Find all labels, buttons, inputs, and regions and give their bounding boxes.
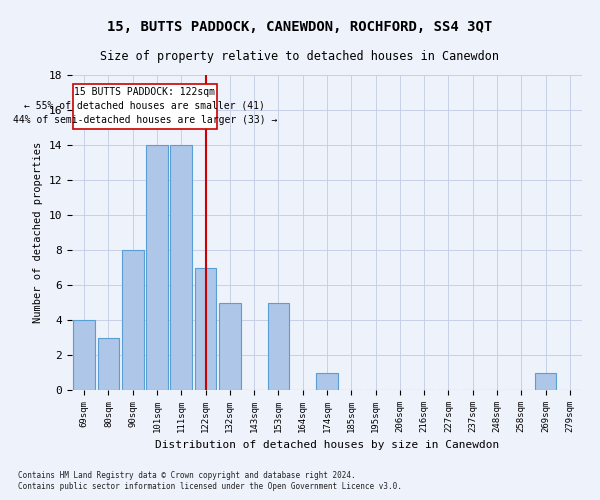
- Text: 15, BUTTS PADDOCK, CANEWDON, ROCHFORD, SS4 3QT: 15, BUTTS PADDOCK, CANEWDON, ROCHFORD, S…: [107, 20, 493, 34]
- Text: Size of property relative to detached houses in Canewdon: Size of property relative to detached ho…: [101, 50, 499, 63]
- Bar: [268, 302, 289, 390]
- Bar: [316, 372, 338, 390]
- Bar: [219, 302, 241, 390]
- Text: 15 BUTTS PADDOCK: 122sqm: 15 BUTTS PADDOCK: 122sqm: [74, 86, 215, 97]
- Bar: [194, 268, 217, 390]
- X-axis label: Distribution of detached houses by size in Canewdon: Distribution of detached houses by size …: [155, 440, 499, 450]
- Bar: [73, 320, 95, 390]
- Bar: [170, 145, 192, 390]
- Bar: [122, 250, 143, 390]
- Text: 44% of semi-detached houses are larger (33) →: 44% of semi-detached houses are larger (…: [13, 114, 277, 124]
- Text: Contains public sector information licensed under the Open Government Licence v3: Contains public sector information licen…: [18, 482, 402, 491]
- Bar: [73, 84, 217, 129]
- Text: Contains HM Land Registry data © Crown copyright and database right 2024.: Contains HM Land Registry data © Crown c…: [18, 470, 356, 480]
- Text: ← 55% of detached houses are smaller (41): ← 55% of detached houses are smaller (41…: [25, 100, 265, 110]
- Bar: [97, 338, 119, 390]
- Y-axis label: Number of detached properties: Number of detached properties: [33, 142, 43, 323]
- Bar: [146, 145, 168, 390]
- Bar: [535, 372, 556, 390]
